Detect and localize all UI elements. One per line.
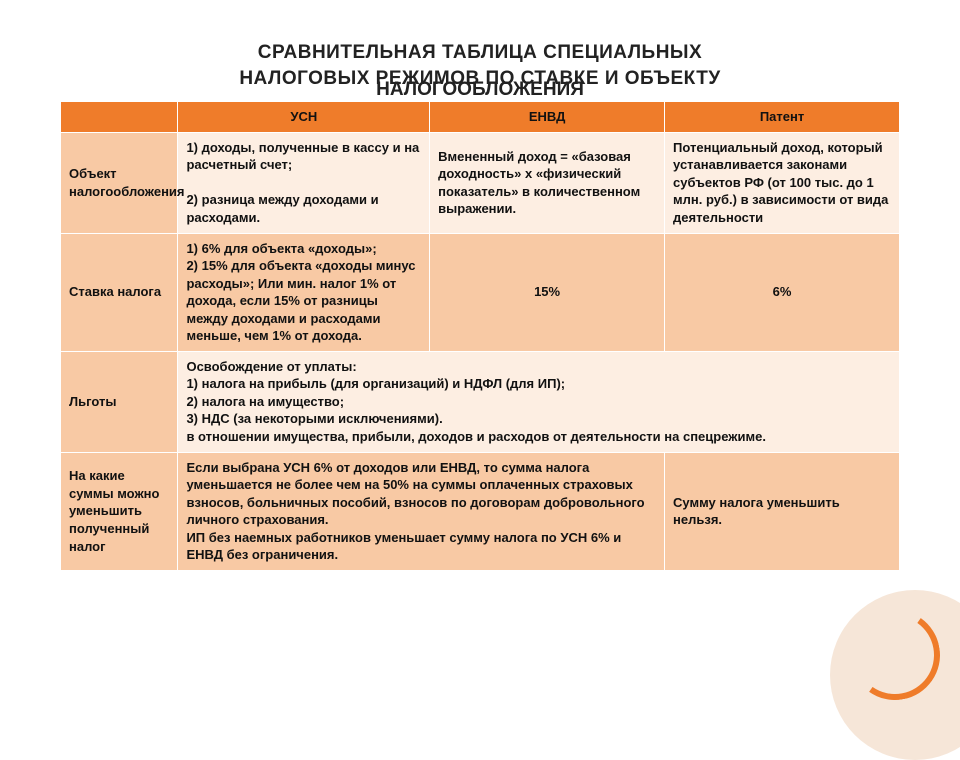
table-row: Ставка налога 1) 6% для объекта «доходы»… bbox=[61, 233, 900, 351]
row-label: На какие суммы можно уменьшить полученны… bbox=[61, 452, 178, 570]
cell-merged: Освобождение от уплаты: 1) налога на при… bbox=[178, 351, 900, 452]
slide: СРАВНИТЕЛЬНАЯ ТАБЛИЦА СПЕЦИАЛЬНЫХ НАЛОГО… bbox=[0, 0, 960, 720]
row-label: Ставка налога bbox=[61, 233, 178, 351]
cell-usn-envd-merged: Если выбрана УСН 6% от доходов или ЕНВД,… bbox=[178, 452, 665, 570]
row-label: Объект налогообложения bbox=[61, 132, 178, 233]
table-row: На какие суммы можно уменьшить полученны… bbox=[61, 452, 900, 570]
col-header-usn: УСН bbox=[178, 102, 430, 133]
cell-patent: 6% bbox=[665, 233, 900, 351]
cell-patent: Сумму налога уменьшить нельзя. bbox=[665, 452, 900, 570]
col-header-patent: Патент bbox=[665, 102, 900, 133]
title-line-1: СРАВНИТЕЛЬНАЯ ТАБЛИЦА СПЕЦИАЛЬНЫХ bbox=[258, 42, 702, 63]
page-title: СРАВНИТЕЛЬНАЯ ТАБЛИЦА СПЕЦИАЛЬНЫХ НАЛОГО… bbox=[60, 40, 900, 91]
table-row: Льготы Освобождение от уплаты: 1) налога… bbox=[61, 351, 900, 452]
cell-patent: Потенциальный доход, который устанавлива… bbox=[665, 132, 900, 233]
col-header-envd: ЕНВД bbox=[430, 102, 665, 133]
cell-envd: Вмененный доход = «базовая доходность» х… bbox=[430, 132, 665, 233]
title-line-2: НАЛОГОВЫХ РЕЖИМОВ ПО СТАВКЕ И ОБЪЕКТУ bbox=[239, 68, 720, 89]
table-row: Объект налогообложения 1) доходы, получе… bbox=[61, 132, 900, 233]
col-header-empty bbox=[61, 102, 178, 133]
cell-envd: 15% bbox=[430, 233, 665, 351]
cell-usn: 1) доходы, полученные в кассу и на расче… bbox=[178, 132, 430, 233]
row-label: Льготы bbox=[61, 351, 178, 452]
cell-usn: 1) 6% для объекта «доходы»; 2) 15% для о… bbox=[178, 233, 430, 351]
comparison-table: УСН ЕНВД Патент Объект налогообложения 1… bbox=[60, 101, 900, 571]
table-header-row: УСН ЕНВД Патент bbox=[61, 102, 900, 133]
